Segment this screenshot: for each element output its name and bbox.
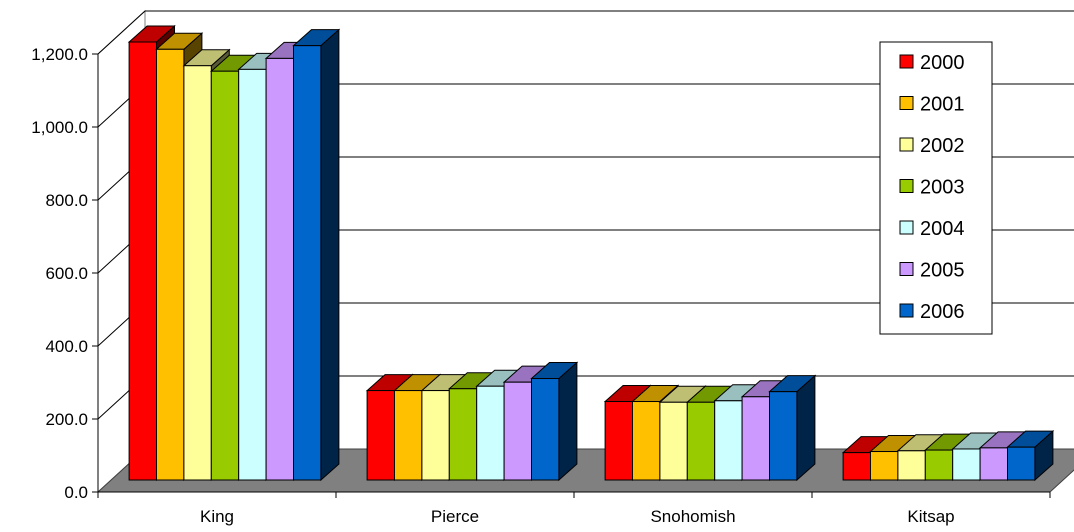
legend-box xyxy=(879,41,993,335)
bar xyxy=(1006,430,1055,482)
bar-front xyxy=(714,400,743,481)
bar-front xyxy=(183,65,212,481)
y-tick-label: 800.0 xyxy=(45,191,88,210)
y-tick-label: 400.0 xyxy=(45,337,88,356)
bar-front xyxy=(448,388,478,481)
x-axis-labels: King Pierce Snohomish Kitsap xyxy=(200,507,955,526)
legend-label: 2000 xyxy=(920,52,965,74)
bar xyxy=(292,28,341,482)
y-tick-label: 1,000.0 xyxy=(31,118,88,137)
bar-front xyxy=(686,401,716,481)
bar-front xyxy=(741,396,770,481)
bar-front xyxy=(952,448,981,481)
legend-label: 2002 xyxy=(920,135,965,157)
bar-front xyxy=(659,401,688,481)
y-axis-ticks: 0.0 200.0 400.0 600.0 800.0 1,000.0 1,200.0 xyxy=(31,45,98,502)
legend: 2000 2001 2002 2003 2004 2005 2006 xyxy=(879,41,993,335)
y-tick-label: 600.0 xyxy=(45,264,88,283)
bar-front xyxy=(476,385,505,481)
bar-front xyxy=(531,378,560,481)
legend-label: 2004 xyxy=(920,218,965,240)
legend-label: 2005 xyxy=(920,260,965,282)
gridline xyxy=(97,10,1074,55)
bar-front xyxy=(421,390,450,481)
bar-front xyxy=(210,70,240,481)
legend-swatch xyxy=(899,303,914,318)
legend-swatch xyxy=(899,262,914,276)
bar-front xyxy=(238,68,267,481)
bar-front xyxy=(769,391,798,481)
bar-front xyxy=(842,452,871,481)
bar-front xyxy=(265,57,295,481)
y-tick-label: 1,200.0 xyxy=(31,45,88,64)
bar-front xyxy=(924,449,954,481)
bar-front xyxy=(503,381,533,481)
bar xyxy=(768,374,817,482)
bar-front xyxy=(870,451,899,481)
legend-swatch xyxy=(899,137,914,152)
bar-side xyxy=(796,374,816,482)
x-tick-label: Snohomish xyxy=(650,507,735,526)
legend-swatch xyxy=(899,54,914,69)
bar xyxy=(530,361,579,482)
bar-side xyxy=(320,28,340,482)
bar-front xyxy=(1007,446,1036,481)
bar-front xyxy=(366,390,396,481)
legend-swatch xyxy=(899,179,914,193)
bar-front xyxy=(604,401,633,481)
bar-front xyxy=(979,447,1008,481)
bar-front xyxy=(128,41,158,481)
bar-front xyxy=(293,45,322,481)
bar-front xyxy=(394,390,423,481)
bar-front xyxy=(632,401,661,481)
x-tick-label: Pierce xyxy=(431,507,479,526)
legend-label: 2001 xyxy=(920,94,965,116)
y-tick-label: 0.0 xyxy=(64,483,88,502)
bar-front xyxy=(897,450,926,481)
bars xyxy=(127,24,1055,482)
legend-swatch xyxy=(899,96,914,110)
y-tick-label: 200.0 xyxy=(45,410,88,429)
x-tick-label: Kitsap xyxy=(907,507,954,526)
x-tick-label: King xyxy=(200,507,234,526)
bar-front xyxy=(156,48,185,481)
legend-label: 2003 xyxy=(920,177,965,199)
legend-swatch xyxy=(899,220,914,235)
bar-side xyxy=(558,361,578,482)
legend-label: 2006 xyxy=(920,301,965,323)
